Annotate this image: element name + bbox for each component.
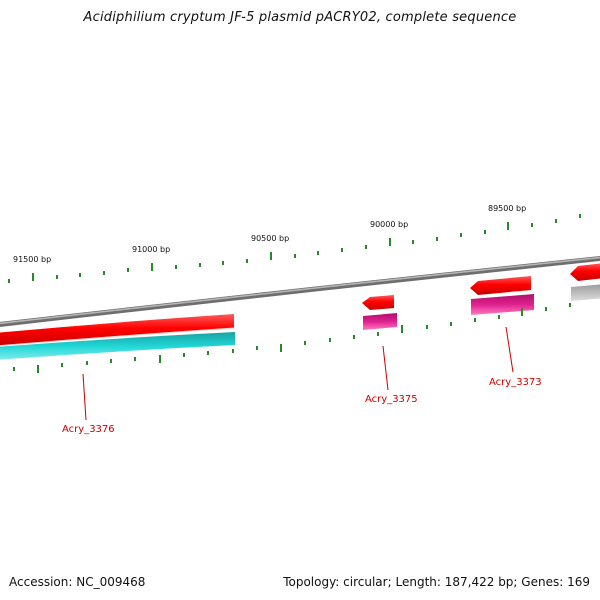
tick-label: 89500 bp [488,204,526,213]
leader-line [82,373,87,421]
outer-tick-ring [8,214,581,283]
gene-label[interactable]: Acry_3376 [62,424,115,435]
map-title: Acidiphilium cryptum JF-5 plasmid pACRY0… [83,10,517,25]
length-label: Length: [395,575,441,589]
topology-label: Topology: [283,575,340,589]
gene-leader-lines [82,326,514,421]
tick-label: 90500 bp [251,234,289,243]
tick-label: 90000 bp [370,220,408,229]
cds-feature-reverse [571,284,600,301]
cds-feature-forward [362,295,394,310]
cds-feature-forward [570,263,600,281]
forward-strand-features [0,263,600,347]
accession-value: NC_009468 [76,575,146,589]
leader-line [382,345,389,391]
accession-label: Accession: [9,575,73,589]
tick-label: 91500 bp [13,255,51,264]
reverse-strand-features [0,284,600,360]
gene-label[interactable]: Acry_3375 [365,394,418,405]
genes-value: 169 [567,575,590,589]
gene-label[interactable]: Acry_3373 [489,377,542,388]
sequence-summary: Topology: circular; Length: 187,422 bp; … [283,575,590,589]
topology-value: circular [343,575,388,589]
cds-feature-forward [470,276,531,295]
cds-feature-forward [0,314,234,346]
accession-info: Accession: NC_009468 [9,575,145,589]
cds-highlight [0,327,235,347]
leader-line [505,326,514,373]
length-value: 187,422 bp [444,575,514,589]
inner-tick-ring [13,303,571,373]
cds-feature-reverse [471,294,534,315]
genome-backbone [0,256,600,327]
cds-feature-reverse [363,313,397,330]
tick-label: 91000 bp [132,245,170,254]
cds-feature-reverse [0,332,235,360]
genes-label: Genes: [521,575,564,589]
